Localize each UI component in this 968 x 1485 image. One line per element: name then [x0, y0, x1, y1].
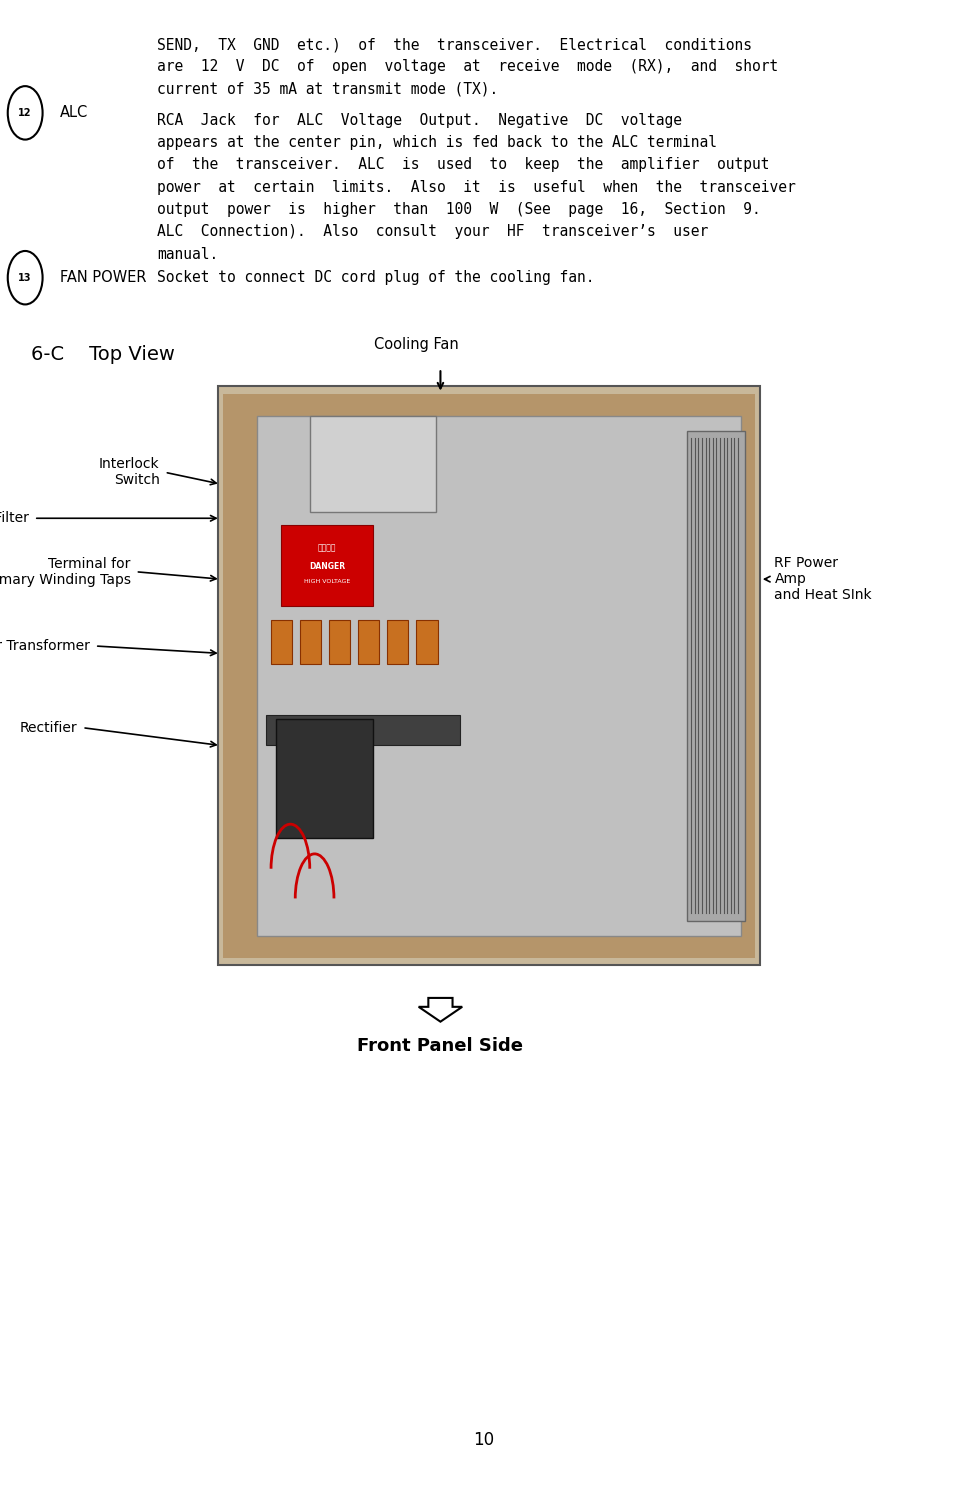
- Bar: [281, 524, 373, 606]
- Text: appears at the center pin, which is fed back to the ALC terminal: appears at the center pin, which is fed …: [157, 135, 717, 150]
- Bar: [271, 619, 292, 664]
- Text: Terminal for
Primary Winding Taps: Terminal for Primary Winding Taps: [0, 557, 131, 587]
- Text: Front Panel Side: Front Panel Side: [357, 1037, 524, 1054]
- Bar: [266, 716, 460, 745]
- Text: current of 35 mA at transmit mode (TX).: current of 35 mA at transmit mode (TX).: [157, 82, 499, 97]
- Text: SEND,  TX  GND  etc.)  of  the  transceiver.  Electrical  conditions: SEND, TX GND etc.) of the transceiver. E…: [157, 37, 752, 52]
- Bar: [223, 394, 755, 958]
- Bar: [687, 431, 745, 921]
- Text: power  at  certain  limits.  Also  it  is  useful  when  the  transceiver: power at certain limits. Also it is usef…: [157, 180, 796, 195]
- Text: DANGER: DANGER: [309, 561, 346, 570]
- Text: ALC: ALC: [60, 105, 88, 120]
- Text: RF Power
Amp
and Heat SInk: RF Power Amp and Heat SInk: [774, 555, 872, 603]
- Bar: [276, 719, 373, 838]
- Text: output  power  is  higher  than  100  W  (See  page  16,  Section  9.: output power is higher than 100 W (See p…: [157, 202, 761, 217]
- Text: are  12  V  DC  of  open  voltage  at  receive  mode  (RX),  and  short: are 12 V DC of open voltage at receive m…: [157, 59, 778, 74]
- Bar: [310, 416, 436, 512]
- Text: Rectifier: Rectifier: [19, 720, 77, 735]
- Text: Interlock
Switch: Interlock Switch: [99, 457, 160, 487]
- Text: Power Transformer: Power Transformer: [0, 639, 90, 653]
- Text: Output Low Pass Filter: Output Low Pass Filter: [0, 511, 29, 526]
- Text: 12: 12: [18, 108, 32, 117]
- Text: FAN POWER: FAN POWER: [60, 270, 146, 285]
- Bar: [257, 416, 741, 936]
- Text: 10: 10: [473, 1432, 495, 1449]
- Text: Cooling Fan: Cooling Fan: [374, 337, 459, 352]
- Text: ALC  Connection).  Also  consult  your  HF  transceiver’s  user: ALC Connection). Also consult your HF tr…: [157, 224, 708, 239]
- Text: RCA  Jack  for  ALC  Voltage  Output.  Negative  DC  voltage: RCA Jack for ALC Voltage Output. Negativ…: [157, 113, 681, 128]
- Bar: [358, 619, 379, 664]
- Bar: [300, 619, 321, 664]
- Polygon shape: [418, 998, 463, 1022]
- Text: manual.: manual.: [157, 247, 218, 261]
- Text: 6-C    Top View: 6-C Top View: [31, 345, 175, 364]
- Text: 13: 13: [18, 273, 32, 282]
- Text: HIGH VOLTAGE: HIGH VOLTAGE: [304, 579, 350, 585]
- Text: 高圧危険: 高圧危険: [318, 544, 337, 552]
- Bar: [329, 619, 350, 664]
- Text: Socket to connect DC cord plug of the cooling fan.: Socket to connect DC cord plug of the co…: [157, 270, 594, 285]
- Bar: [218, 386, 760, 965]
- Bar: [387, 619, 408, 664]
- Bar: [416, 619, 438, 664]
- Text: of  the  transceiver.  ALC  is  used  to  keep  the  amplifier  output: of the transceiver. ALC is used to keep …: [157, 157, 770, 172]
